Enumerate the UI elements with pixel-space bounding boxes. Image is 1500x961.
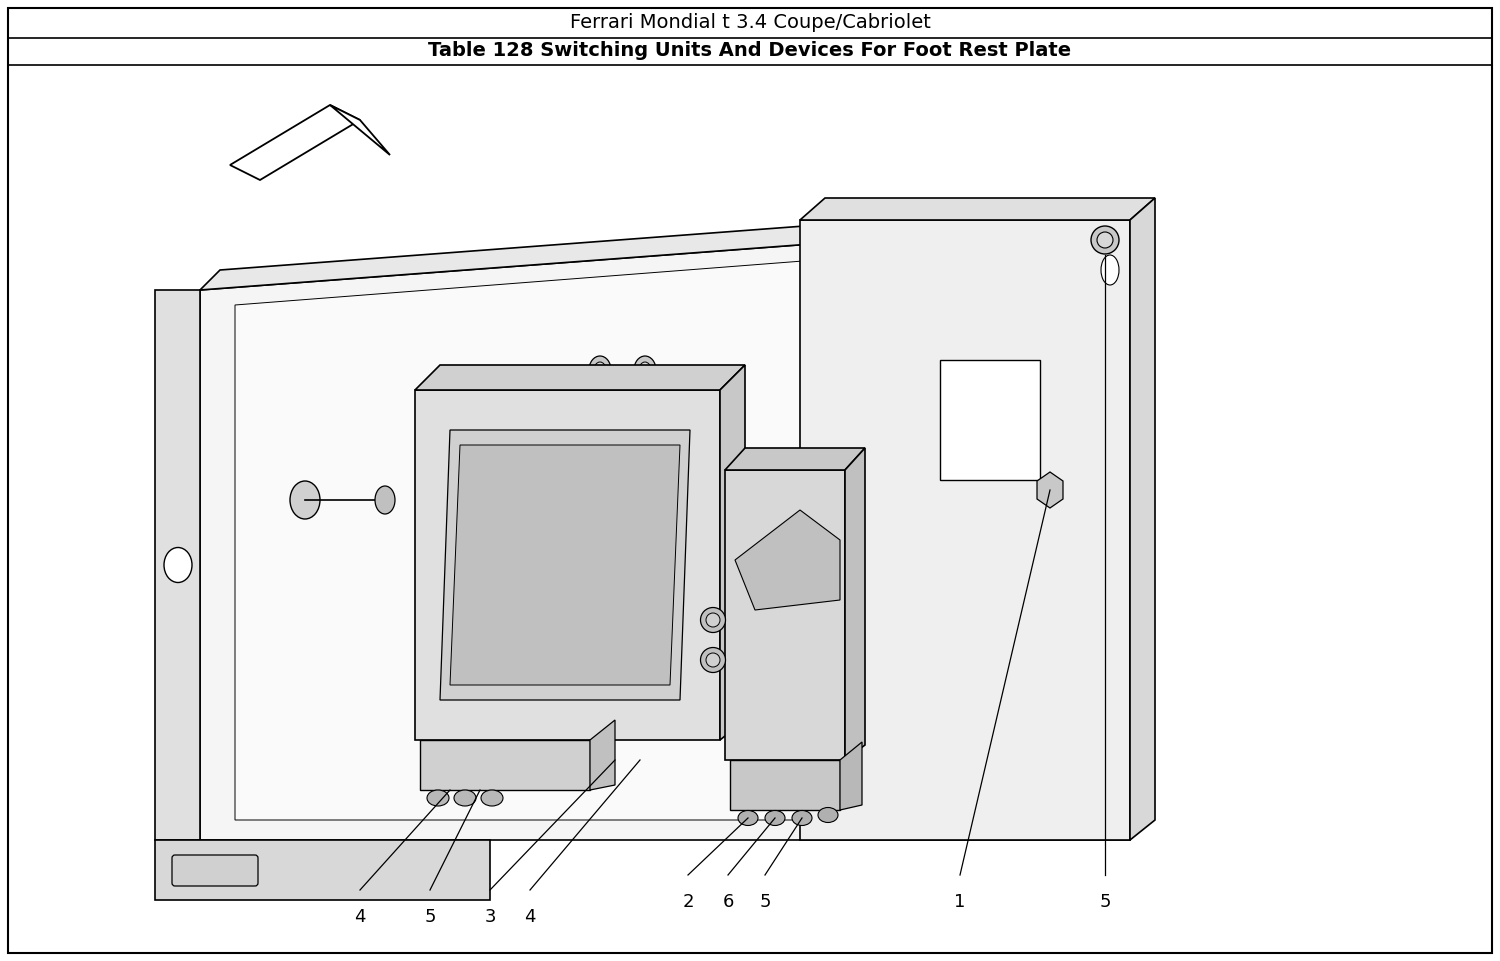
FancyBboxPatch shape <box>172 855 258 886</box>
Polygon shape <box>844 448 865 760</box>
Ellipse shape <box>706 653 720 667</box>
Text: 5: 5 <box>424 908 435 926</box>
Polygon shape <box>154 840 491 900</box>
Polygon shape <box>416 390 720 740</box>
Ellipse shape <box>700 648 726 673</box>
Text: 5: 5 <box>759 893 771 911</box>
Polygon shape <box>230 105 360 180</box>
Polygon shape <box>940 360 1040 480</box>
Polygon shape <box>735 510 840 610</box>
Text: Table 128 Switching Units And Devices For Foot Rest Plate: Table 128 Switching Units And Devices Fo… <box>429 41 1071 61</box>
Ellipse shape <box>454 790 476 806</box>
Polygon shape <box>724 448 866 470</box>
Ellipse shape <box>738 810 758 825</box>
Ellipse shape <box>290 481 320 519</box>
Ellipse shape <box>700 607 726 632</box>
Polygon shape <box>720 365 746 740</box>
Polygon shape <box>200 220 1130 840</box>
Ellipse shape <box>594 362 606 378</box>
Polygon shape <box>800 198 1155 220</box>
Polygon shape <box>330 105 390 155</box>
Ellipse shape <box>634 356 656 384</box>
Polygon shape <box>800 220 1130 840</box>
Ellipse shape <box>427 790 448 806</box>
Ellipse shape <box>590 356 610 384</box>
Polygon shape <box>440 430 690 700</box>
Text: 3: 3 <box>484 908 495 926</box>
Ellipse shape <box>792 810 812 825</box>
Text: 1: 1 <box>954 893 966 911</box>
Polygon shape <box>420 740 590 790</box>
Polygon shape <box>1036 472 1064 508</box>
Text: 2: 2 <box>682 893 693 911</box>
Text: 5: 5 <box>1100 893 1110 911</box>
Text: 4: 4 <box>525 908 536 926</box>
Ellipse shape <box>482 790 502 806</box>
Text: Ferrari Mondial t 3.4 Coupe/Cabriolet: Ferrari Mondial t 3.4 Coupe/Cabriolet <box>570 13 930 33</box>
Polygon shape <box>730 760 840 810</box>
Ellipse shape <box>639 362 651 378</box>
Polygon shape <box>724 470 844 760</box>
Ellipse shape <box>706 613 720 627</box>
Polygon shape <box>236 238 1100 820</box>
Polygon shape <box>840 742 862 810</box>
Ellipse shape <box>1096 232 1113 248</box>
Ellipse shape <box>1090 226 1119 254</box>
Polygon shape <box>416 365 746 390</box>
Polygon shape <box>1130 198 1155 840</box>
Polygon shape <box>590 720 615 790</box>
Ellipse shape <box>765 810 784 825</box>
Ellipse shape <box>164 548 192 582</box>
Polygon shape <box>154 290 200 840</box>
Polygon shape <box>200 200 1150 290</box>
Ellipse shape <box>1101 255 1119 285</box>
Polygon shape <box>450 445 680 685</box>
Text: 4: 4 <box>354 908 366 926</box>
Ellipse shape <box>375 486 394 514</box>
Text: 6: 6 <box>723 893 734 911</box>
Ellipse shape <box>818 807 839 823</box>
